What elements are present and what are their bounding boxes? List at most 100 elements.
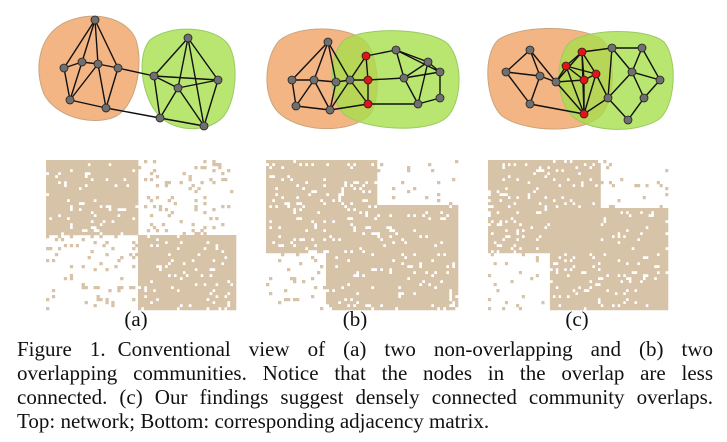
node-c-11 (603, 93, 613, 103)
edge-b-31 (395, 49, 441, 73)
caption-line-1: Figure 1. Conventional view of (a) two no… (17, 337, 713, 361)
overlap-node-b-7 (361, 51, 371, 61)
adjacency-matrix-b (266, 160, 459, 311)
caption-line-1-text: Conventional view of (a) two non-overlap… (117, 337, 713, 361)
edge-c-29 (631, 71, 645, 99)
edge-c-20 (565, 65, 585, 115)
node-b-4 (291, 101, 301, 111)
edge-a-0 (63, 19, 96, 69)
node-a-7 (149, 71, 159, 81)
node-c-13 (637, 43, 647, 53)
edge-b-8 (313, 79, 331, 111)
edge-a-4 (94, 19, 99, 65)
node-a-5 (65, 95, 75, 105)
node-a-3 (93, 59, 103, 69)
edge-c-25 (607, 47, 613, 99)
edge-a-12 (69, 99, 107, 109)
edge-a-10 (97, 63, 107, 109)
node-b-11 (399, 73, 409, 83)
edge-c-24 (583, 97, 609, 115)
edge-c-3 (529, 49, 541, 77)
adjacency-cells-b (266, 160, 459, 311)
node-a-11 (155, 113, 165, 123)
edge-b-16 (329, 103, 369, 111)
edge-c-27 (607, 71, 633, 99)
adjacency-matrix-a (46, 160, 237, 311)
node-a-1 (90, 15, 100, 25)
caption-line-2: overlapping communities. Notice that the… (17, 361, 713, 385)
edge-a-18 (177, 37, 189, 89)
edge-c-33 (607, 97, 629, 121)
edge-c-23 (595, 73, 609, 99)
community-right-blob-c (558, 31, 674, 130)
panel-label-b: (b) (342, 307, 368, 331)
community-right-blob-a (141, 28, 236, 130)
edge-b-29 (403, 71, 441, 79)
edge-c-10 (555, 79, 585, 83)
node-c-16 (623, 115, 633, 125)
edge-c-2 (505, 71, 541, 77)
edge-a-24 (159, 117, 205, 127)
edge-b-25 (403, 77, 419, 105)
edge-c-1 (505, 71, 531, 105)
node-b-2 (309, 75, 319, 85)
node-b-5 (325, 105, 335, 115)
edge-b-7 (295, 79, 315, 107)
overlap-node-c-6 (577, 47, 587, 57)
edge-c-19 (583, 73, 597, 115)
node-b-0 (287, 75, 297, 85)
node-c-4 (551, 77, 561, 87)
caption-lead: Figure 1. (17, 337, 106, 361)
node-a-6 (101, 103, 111, 113)
node-b-1 (323, 37, 333, 47)
edge-c-22 (581, 47, 613, 53)
edge-c-7 (529, 103, 585, 115)
edge-b-30 (417, 61, 429, 105)
node-a-10 (213, 75, 223, 85)
panel-label-a: (a) (124, 307, 148, 331)
edge-a-11 (105, 67, 119, 109)
node-c-12 (627, 67, 637, 77)
node-c-14 (639, 93, 649, 103)
edge-b-19 (365, 49, 397, 57)
edge-b-20 (367, 77, 405, 81)
panel-label-c: (c) (565, 307, 589, 331)
edge-a-25 (105, 107, 161, 119)
edge-b-0 (291, 41, 329, 81)
edge-a-16 (153, 75, 219, 81)
edge-c-34 (627, 97, 645, 121)
node-b-14 (435, 67, 445, 77)
edge-a-23 (203, 79, 219, 127)
edge-a-21 (159, 87, 179, 119)
overlap-node-c-9 (579, 109, 589, 119)
caption-line-3: connected. (c) Our findings suggest dens… (17, 385, 713, 409)
edge-a-5 (94, 19, 119, 69)
edge-b-9 (329, 81, 337, 111)
node-b-6 (345, 75, 355, 85)
figure: (a) (b) (c) (38, 15, 674, 331)
adjacency-matrix-c (488, 160, 669, 311)
node-a-12 (199, 121, 209, 131)
node-b-10 (391, 45, 401, 55)
node-c-3 (525, 99, 535, 109)
node-a-4 (113, 63, 123, 73)
node-b-3 (331, 77, 341, 87)
edge-c-30 (641, 47, 661, 81)
edge-b-5 (327, 41, 351, 81)
node-a-9 (173, 83, 183, 93)
edge-a-2 (63, 67, 71, 101)
node-c-1 (525, 45, 535, 55)
edge-a-20 (177, 79, 219, 89)
edge-a-15 (153, 75, 179, 89)
edge-b-3 (313, 41, 329, 81)
overlap-node-c-8 (591, 69, 601, 79)
edge-a-26 (187, 37, 205, 127)
figure-caption: Figure 1. Conventional view of (a) two no… (17, 337, 713, 433)
node-b-15 (435, 93, 445, 103)
edge-c-11 (555, 81, 585, 115)
node-c-2 (535, 71, 545, 81)
edge-c-0 (505, 49, 531, 73)
node-a-2 (77, 57, 87, 67)
edge-b-22 (395, 49, 405, 79)
edge-c-5 (529, 75, 541, 105)
